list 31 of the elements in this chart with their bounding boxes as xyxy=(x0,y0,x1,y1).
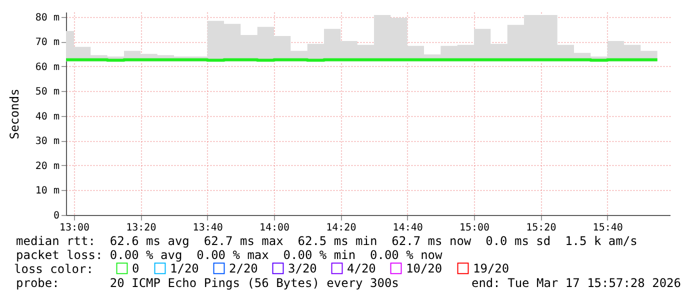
text: median rtt: 62.6 ms avg 62.7 ms max 62.5 ms min 62.7 ms now 0.0 ms sd 1.5 k am/s xyxy=(16,234,638,248)
y-tick-label: 70 m xyxy=(35,37,60,48)
x-tick-label: 14:40 xyxy=(392,222,423,234)
y-tick-label: 60 m xyxy=(35,62,60,73)
x-tick-label: 13:00 xyxy=(59,222,90,234)
x-tick-label: 14:20 xyxy=(326,222,356,234)
legend-label: 4/20 xyxy=(347,261,376,276)
y-tick-label: 80 m xyxy=(35,12,60,24)
text: end: Tue Mar 17 15:57:28 2026 xyxy=(471,276,681,290)
x-tick-label: 15:20 xyxy=(526,222,556,234)
x-tick-label: 13:20 xyxy=(126,222,156,234)
legend-label: 3/20 xyxy=(288,261,317,276)
x-tick-label: 15:00 xyxy=(459,222,490,234)
y-tick-label: 20 m xyxy=(35,160,60,172)
y-tick-label: 30 m xyxy=(35,136,60,148)
text: probe: 20 ICMP Echo Pings (56 Bytes) every 300s xyxy=(16,276,399,290)
legend-label: 19/20 xyxy=(473,261,510,276)
legend-label: 10/20 xyxy=(406,261,442,276)
text: packet loss: 0.00 % avg 0.00 % max 0.00 % min 0.00 % now xyxy=(16,248,442,262)
y-tick-label: 0 xyxy=(53,210,60,222)
y-tick-label: 40 m xyxy=(35,111,60,122)
y-tick-label: 10 m xyxy=(35,186,60,197)
x-tick-label: 13:40 xyxy=(192,222,223,234)
legend-title: loss color: xyxy=(14,262,94,276)
y-tick-label: 50 m xyxy=(35,86,60,98)
legend-label: 0 xyxy=(132,261,140,276)
x-tick-label: 14:00 xyxy=(259,222,290,234)
legend-label: 2/20 xyxy=(229,261,258,276)
legend-label: 1/20 xyxy=(170,261,199,276)
x-tick-label: 15:40 xyxy=(592,222,623,234)
y-axis-title: Seconds xyxy=(7,88,22,140)
